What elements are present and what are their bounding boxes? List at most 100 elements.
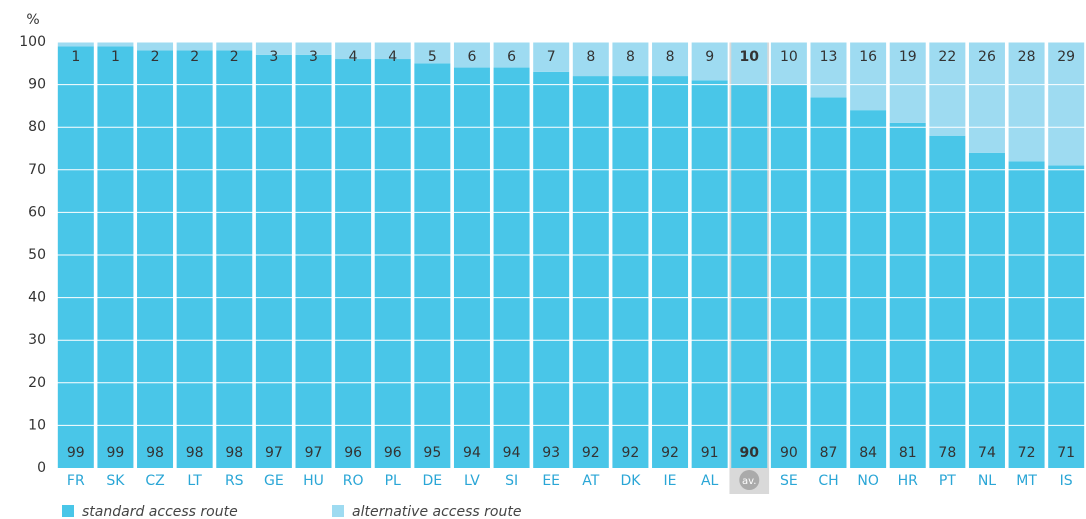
x-tick-label: CZ — [145, 473, 164, 489]
x-tick-label: LT — [187, 473, 202, 489]
value-label: 72 — [1018, 445, 1036, 461]
x-tick-label: RS — [225, 473, 244, 489]
value-label: 8 — [586, 49, 595, 65]
value-label: 4 — [388, 49, 397, 65]
x-tick-label: GE — [264, 473, 284, 489]
x-tick-label: FR — [67, 473, 85, 489]
legend-swatch — [332, 505, 344, 517]
bar-segment — [968, 152, 1005, 468]
bar-segment — [137, 50, 174, 469]
bar-segment — [572, 42, 609, 77]
category-badge — [739, 470, 760, 490]
y-tick-label: 10 — [28, 417, 46, 433]
bar-segment — [850, 110, 887, 468]
x-tick-label: AT — [582, 473, 599, 489]
value-label: 22 — [938, 49, 956, 65]
bar-segment — [770, 42, 807, 85]
value-label: 93 — [542, 445, 560, 461]
bar-segment — [1048, 165, 1085, 469]
bar-segment — [770, 84, 807, 468]
bar-segment — [176, 42, 213, 51]
bar-segment — [652, 76, 689, 468]
x-tick-label: NO — [857, 473, 879, 489]
bar-segment — [691, 80, 728, 468]
value-label: 28 — [1018, 49, 1036, 65]
value-label: 13 — [820, 49, 838, 65]
x-tick-label: IS — [1060, 473, 1073, 489]
y-tick-label: 90 — [28, 77, 46, 93]
bar-segment — [335, 42, 372, 60]
value-label: 2 — [151, 49, 160, 65]
x-tick-label: MT — [1016, 473, 1037, 489]
value-label: 2 — [190, 49, 199, 65]
value-label: 99 — [107, 445, 125, 461]
bar-segment — [335, 59, 372, 468]
x-tick-label: AL — [701, 473, 719, 489]
bar-segment — [216, 50, 253, 469]
value-label: 71 — [1057, 445, 1075, 461]
bar-segment — [216, 42, 253, 51]
bar-segment — [1048, 42, 1085, 166]
bar-segment — [57, 42, 94, 47]
value-label: 74 — [978, 445, 996, 461]
bar-segment — [97, 46, 134, 468]
bar-segment — [533, 71, 570, 468]
value-label: 95 — [423, 445, 441, 461]
x-tick-label: DK — [620, 473, 641, 489]
bar-segment — [731, 42, 768, 85]
value-label: 7 — [547, 49, 556, 65]
y-tick-label: 80 — [28, 119, 46, 135]
bar-segment — [889, 122, 926, 468]
legend-label: alternative access route — [352, 504, 521, 519]
y-axis-label: % — [26, 12, 39, 28]
value-label: 97 — [305, 445, 323, 461]
value-label: 5 — [428, 49, 437, 65]
bar-segment — [453, 42, 490, 68]
x-tick-label: EE — [542, 473, 560, 489]
value-label: 94 — [463, 445, 481, 461]
value-label: 29 — [1057, 49, 1075, 65]
bar-segment — [295, 42, 332, 55]
bar-segment — [414, 63, 451, 469]
bar-segment — [97, 42, 134, 47]
value-label: 19 — [899, 49, 917, 65]
bar-segment — [691, 42, 728, 81]
legend-label: standard access route — [82, 504, 238, 519]
bar-segment — [414, 42, 451, 64]
x-tick-label: NL — [978, 473, 996, 489]
bar-segment — [295, 54, 332, 468]
x-tick-label: SE — [780, 473, 798, 489]
value-label: 26 — [978, 49, 996, 65]
bar-segment — [453, 67, 490, 468]
y-tick-label: 100 — [19, 34, 46, 50]
bar-segment — [374, 59, 411, 468]
value-label: 78 — [938, 445, 956, 461]
bar-segment — [255, 42, 292, 55]
value-label: 2 — [230, 49, 239, 65]
value-label: 3 — [309, 49, 318, 65]
value-label: 1 — [111, 49, 120, 65]
value-label: 6 — [468, 49, 477, 65]
value-label: 92 — [582, 445, 600, 461]
x-tick-label: IE — [664, 473, 677, 489]
bar-segment — [929, 135, 966, 468]
bar-segment — [493, 67, 530, 468]
y-tick-label: 70 — [28, 162, 46, 178]
x-tick-label: SK — [106, 473, 125, 489]
y-tick-label: 50 — [28, 247, 46, 263]
value-label: 10 — [780, 49, 798, 65]
x-tick-label: LV — [464, 473, 480, 489]
bar-segment — [176, 50, 213, 469]
value-label: 4 — [349, 49, 358, 65]
bar-segment — [850, 42, 887, 111]
bar-segment — [731, 84, 768, 468]
bar-segment — [374, 42, 411, 60]
bar-segment — [968, 42, 1005, 153]
value-label: 90 — [740, 445, 760, 461]
value-label: 96 — [344, 445, 362, 461]
y-tick-label: 20 — [28, 375, 46, 391]
x-tick-label: SI — [505, 473, 518, 489]
value-label: 16 — [859, 49, 877, 65]
y-tick-label: 0 — [37, 460, 46, 476]
